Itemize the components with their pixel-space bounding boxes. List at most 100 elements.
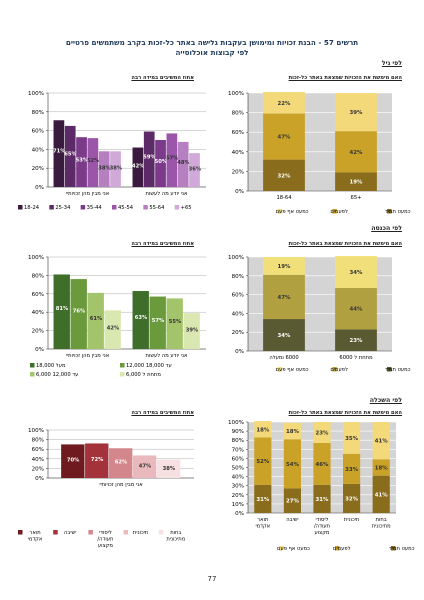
- bar: [53, 120, 65, 187]
- education-bar-chart: 0% 20% 40% 60% 80% 100% 70% 72% 62% 47% 38% אני מבי…: [18, 428, 194, 549]
- y-tick-label: 80%: [32, 438, 44, 444]
- stacked-chart-title-education: האם מימשת את הזכויות שמצאת באתר כל-זכות: [288, 410, 402, 416]
- data-label: 22%: [278, 101, 292, 107]
- legend-label: לפעמים: [330, 367, 348, 373]
- data-label: 72%: [91, 457, 104, 463]
- y-tick-label: 80%: [32, 273, 44, 279]
- x-tick-label: אני יודע מה לעשות: [146, 353, 188, 359]
- y-tick-label: 100%: [28, 428, 44, 434]
- data-label: 38%: [98, 165, 111, 171]
- data-label: 31%: [316, 497, 330, 503]
- legend-label: כמעט תמיד: [389, 546, 415, 552]
- legend-label: לפעמים: [330, 209, 348, 215]
- x-tick-label: אני מבין מהן זכויותיי: [66, 353, 109, 359]
- bar: [183, 313, 200, 349]
- y-tick-label: 80%: [32, 110, 44, 116]
- data-label: 54%: [286, 462, 300, 468]
- bar: [132, 291, 149, 349]
- legend-swatch: [49, 205, 54, 210]
- x-tick-label: מתחת ל 6000: [339, 355, 373, 361]
- y-tick-label: 40%: [232, 150, 244, 156]
- stacked-bar-segment: [372, 422, 390, 460]
- data-label: 23%: [316, 430, 330, 436]
- x-tick-label: ישיבה: [286, 517, 298, 523]
- y-tick-label: 0%: [35, 347, 44, 353]
- y-tick-label: 20%: [32, 166, 44, 172]
- stacked-bar-segment: [343, 453, 361, 484]
- data-label: 65%: [64, 151, 77, 157]
- x-tick-label: בחות: [376, 517, 387, 523]
- y-tick-label: 0%: [35, 476, 44, 482]
- legend-swatch: [332, 367, 337, 372]
- income-stacked-chart: 0% 20% 40% 60% 80% 100% 23% 44% 34% מתחת ל 6000 34…: [228, 255, 411, 373]
- data-label: 48%: [177, 160, 190, 166]
- y-tick-label: 60%: [32, 129, 44, 135]
- data-label: 18%: [286, 429, 300, 435]
- stacked-bar-segment: [313, 484, 331, 513]
- stacked-bar-segment: [313, 442, 331, 485]
- data-label: 27%: [286, 499, 300, 505]
- y-tick-label: 100%: [228, 255, 244, 261]
- x-tick-label: מקצוע: [315, 530, 330, 536]
- legend-swatch: [277, 367, 283, 372]
- data-label: 44%: [350, 307, 364, 313]
- section-title-age: לפי גיל: [381, 60, 402, 67]
- figure-title-line2: לפי קבוצות אוכלוסייה: [175, 48, 249, 57]
- y-tick-label: 10%: [232, 502, 244, 508]
- legend-swatch: [174, 205, 180, 210]
- legend-swatch: [120, 372, 125, 377]
- y-tick-label: 70%: [232, 447, 244, 453]
- data-label: 34%: [278, 333, 292, 339]
- legend-label: מתיכונית: [166, 537, 185, 543]
- legend-label: כמעט תמיד: [385, 367, 411, 373]
- stacked-bar-segment: [283, 422, 301, 440]
- data-label: 76%: [73, 309, 86, 315]
- age-grouped-chart: 0%20%40%60%80%100%71%65%53%52%38%38%אני …: [18, 91, 206, 211]
- legend-label: תיכונית: [133, 530, 148, 536]
- y-tick-label: 90%: [232, 429, 244, 435]
- x-tick-label: תעודה/: [314, 524, 330, 530]
- legend-swatch: [158, 530, 164, 535]
- legend-swatch: [80, 205, 86, 210]
- legend-label: תואר: [29, 530, 40, 536]
- bar: [149, 296, 166, 349]
- data-label: 61%: [90, 316, 103, 322]
- bar: [64, 125, 76, 187]
- legend-swatch: [30, 363, 35, 368]
- data-label: 38%: [163, 466, 176, 472]
- y-tick-label: 20%: [232, 169, 244, 175]
- bar: [98, 151, 110, 187]
- data-label: 42%: [107, 326, 120, 332]
- y-tick-label: 0%: [235, 511, 244, 517]
- section-title-education: לפי השכלה: [369, 397, 402, 404]
- data-label: 46%: [316, 462, 330, 468]
- y-tick-label: 60%: [32, 292, 44, 298]
- x-tick-label: אני מבין מהן זכויותיי: [66, 191, 109, 197]
- stacked-bar-segment: [343, 483, 361, 513]
- data-label: 39%: [350, 110, 364, 116]
- data-label: 36%: [189, 166, 202, 172]
- y-tick-label: 40%: [232, 311, 244, 317]
- stacked-chart-title-income: האם מימשת את הזכויות שמצאת באתר כל-זכות: [288, 241, 402, 247]
- legend-label: מתחת ל 6,000: [126, 372, 161, 378]
- data-label: 42%: [132, 163, 145, 169]
- legend-swatch: [277, 209, 283, 214]
- bar-chart-title-age: אחוז המשיבים במידה רבה: [131, 75, 194, 81]
- y-tick-label: 40%: [32, 457, 44, 463]
- stacked-bar-segment: [263, 257, 305, 275]
- data-label: 38%: [110, 165, 123, 171]
- y-tick-label: 100%: [228, 91, 244, 97]
- bar: [109, 448, 133, 478]
- data-label: 71%: [53, 148, 66, 154]
- data-label: 33%: [345, 467, 359, 473]
- section-title-income: לפי הכנסה: [371, 225, 402, 232]
- data-label: 52%: [256, 459, 270, 465]
- legend-label: כמעט אף פעם: [276, 209, 309, 215]
- legend-swatch: [387, 367, 392, 372]
- stacked-bar-segment: [254, 484, 272, 513]
- legend-swatch: [332, 209, 337, 214]
- stacked-bar-segment: [254, 421, 272, 438]
- data-label: 41%: [375, 439, 389, 445]
- legend-swatch: [143, 205, 148, 210]
- y-tick-label: 0%: [235, 189, 244, 195]
